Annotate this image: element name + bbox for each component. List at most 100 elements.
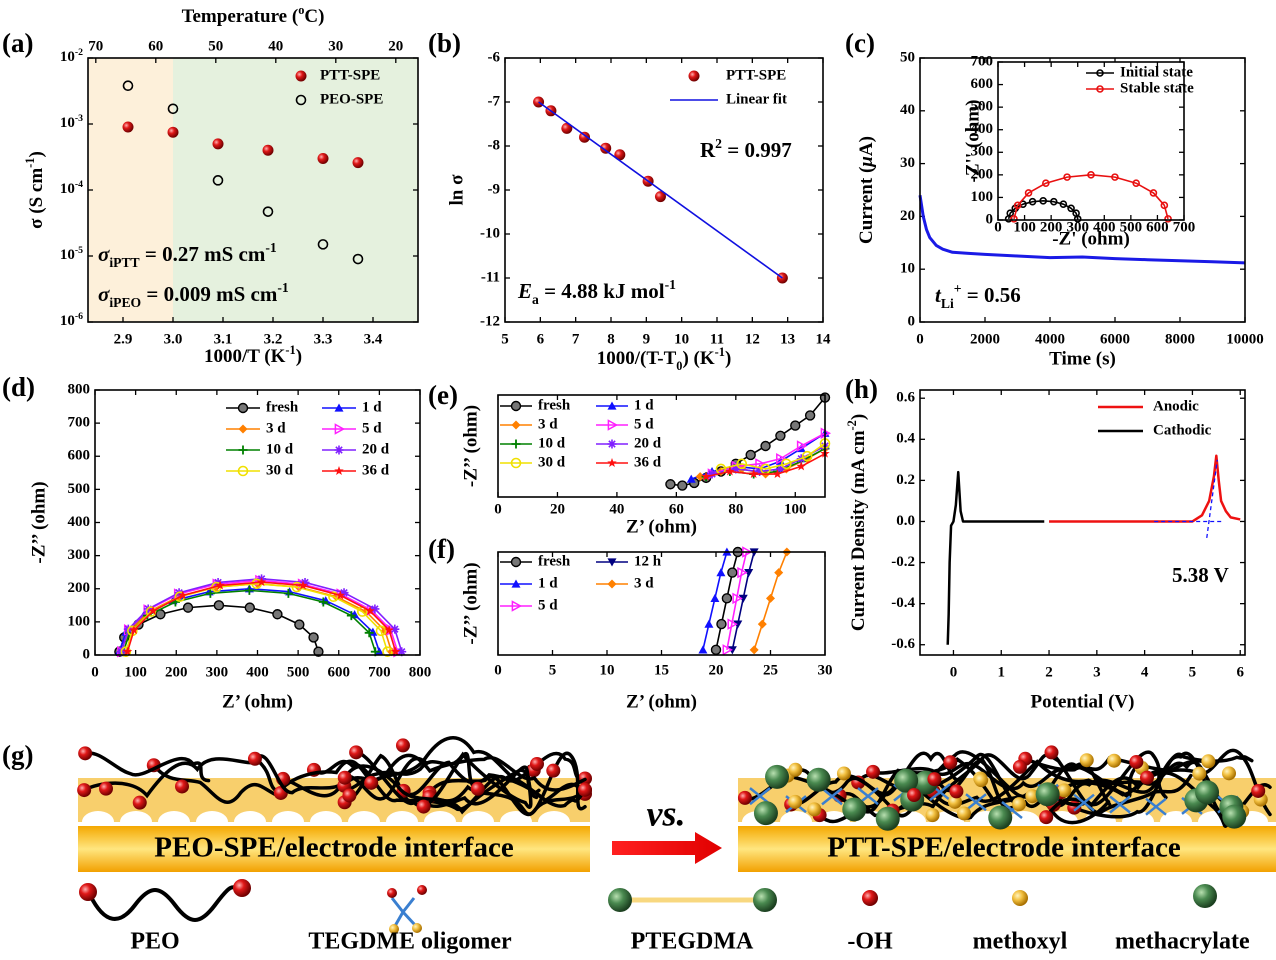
point — [148, 605, 158, 615]
point — [745, 449, 756, 461]
x-tick-label: 5 — [549, 662, 557, 678]
point — [796, 440, 808, 452]
text-part: ) — [296, 346, 302, 367]
diagram: (g) PEO-SPE/electrode interface PTT-SPE/el… — [2, 736, 1276, 955]
point — [760, 440, 771, 452]
x2-tick-label: 30 — [328, 38, 343, 54]
point — [772, 469, 783, 479]
ball — [894, 768, 919, 793]
text-part: C) — [304, 6, 324, 27]
ball — [1221, 766, 1236, 781]
legend-icon — [88, 885, 242, 922]
y-tick-label: 0.2 — [896, 472, 915, 488]
y-tick-label: 400 — [68, 514, 91, 530]
text-part: -2 — [845, 420, 859, 430]
point — [1149, 189, 1158, 197]
point — [707, 469, 717, 479]
legend-marker — [237, 465, 249, 477]
annotation: R2 = 0.997 — [700, 136, 792, 162]
x-tick-label: 60 — [669, 501, 684, 517]
plot-frame — [87, 57, 419, 323]
crosslink — [965, 793, 987, 812]
point — [182, 602, 194, 613]
x-axis-label: Z’ (ohm) — [222, 691, 293, 712]
text-part: iPEO — [109, 295, 141, 310]
text-part: -5 — [75, 245, 83, 256]
text-part: 0 — [676, 359, 682, 373]
text-part: μ — [856, 156, 877, 168]
x-tick-label: 500 — [287, 664, 310, 680]
point — [1059, 200, 1068, 208]
legend-marker — [238, 424, 248, 434]
ball — [788, 794, 803, 809]
point — [733, 620, 743, 629]
point — [801, 450, 813, 462]
point — [727, 618, 738, 630]
x-tick-label: 200 — [1040, 219, 1063, 235]
y-axis-label: -Z'' (ohm) — [962, 100, 983, 183]
text-part: -1 — [715, 345, 725, 359]
point — [579, 131, 590, 143]
legend-label: Initial state — [1120, 64, 1193, 80]
x-tick-label: 300 — [1066, 219, 1089, 235]
text-part: 1000/T (K — [204, 346, 286, 367]
y-tick-label: 10-3 — [60, 113, 83, 132]
ball — [349, 745, 364, 760]
point — [384, 625, 394, 635]
ball — [132, 795, 147, 810]
ball — [753, 801, 778, 826]
y-tick-label: -10 — [480, 225, 500, 241]
x2-tick-label: 20 — [388, 38, 403, 54]
y-tick-label: 800 — [68, 381, 91, 397]
point — [749, 645, 759, 655]
text-part: = 0.009 mS cm — [141, 282, 278, 306]
y-tick-label: 500 — [971, 99, 994, 115]
x2-tick-label: 50 — [208, 38, 223, 54]
annotation: Ea = 4.88 kJ mol-1 — [517, 277, 676, 307]
x-tick-label: 100 — [784, 501, 807, 517]
x-tick-label: 7 — [572, 331, 580, 347]
plot-frame — [919, 57, 1246, 323]
ball — [1079, 753, 1094, 768]
x-axis-label: Time (s) — [1049, 348, 1116, 369]
ball — [927, 772, 942, 787]
legend-label: PEO — [130, 929, 179, 955]
series-line — [720, 442, 826, 470]
point — [300, 577, 310, 587]
point — [244, 602, 255, 613]
text-part: Temperature ( — [182, 6, 299, 27]
x-tick-label: 10 — [674, 331, 689, 347]
legend-label: 5 d — [634, 416, 654, 432]
ball — [1012, 890, 1028, 906]
chart: 0 100 200 300 400 500 600 700 800 0 100 200 300 400 50… — [2, 372, 431, 712]
point — [654, 191, 666, 203]
legend-label: fresh — [266, 399, 299, 415]
legend-marker — [295, 94, 307, 106]
point — [339, 588, 349, 598]
point — [1111, 173, 1119, 181]
interface-label: PEO-SPE/electrode interface — [154, 832, 514, 864]
x-axis-label: 1000/T (K-1) — [204, 343, 302, 368]
y-tick-label: 10-4 — [60, 179, 83, 198]
ball — [417, 885, 427, 895]
ball — [1039, 810, 1054, 825]
text-part: = 4.88 kJ mol — [539, 279, 665, 303]
ball — [412, 923, 422, 933]
y-axis-label: -Z’’ (ohm) — [28, 481, 49, 563]
point — [755, 467, 765, 476]
point — [143, 604, 153, 614]
x-tick-label: 400 — [1093, 219, 1116, 235]
ball — [862, 890, 878, 906]
point — [1010, 215, 1018, 223]
point — [167, 126, 179, 138]
y-tick-label: 200 — [971, 166, 994, 182]
legend-marker — [238, 445, 248, 455]
legend-label: methoxyl — [973, 929, 1068, 955]
point — [328, 591, 339, 603]
text-part: 10 — [60, 49, 75, 65]
y-tick-label: 100 — [68, 613, 91, 629]
point — [704, 619, 714, 628]
y-tick-label: -6 — [488, 49, 501, 65]
text-part: 10 — [60, 313, 75, 329]
